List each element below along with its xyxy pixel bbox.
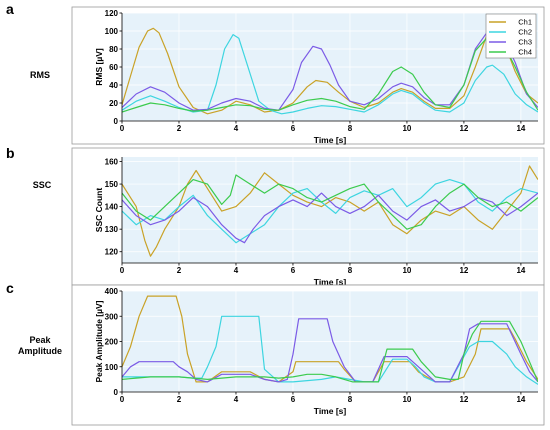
x-tick-label: 0 (120, 266, 125, 275)
series-line-ch3 (122, 30, 538, 111)
x-tick-label: 2 (177, 395, 182, 404)
y-tick-label: 120 (105, 9, 119, 18)
x-tick-label: 8 (348, 395, 353, 404)
series-line-ch1 (122, 27, 538, 115)
side-label-line: Amplitude (18, 346, 62, 356)
series-group (122, 165, 538, 257)
series-group (122, 295, 538, 385)
side-label-line: SSC (33, 180, 52, 190)
x-tick-label: 12 (459, 395, 468, 404)
y-tick-label: 150 (105, 180, 119, 189)
y-tick-label: 140 (105, 203, 119, 212)
legend-label-ch2: Ch2 (518, 28, 532, 37)
x-tick-label: 10 (402, 266, 411, 275)
side-label-line: Peak (29, 335, 51, 345)
side-label: RMS (30, 70, 50, 80)
y-tick-label: 130 (105, 225, 119, 234)
series-line-ch2 (122, 315, 538, 385)
y-axis-label: SSC Count (94, 188, 104, 233)
x-tick-label: 4 (234, 395, 239, 404)
y-tick-label: 160 (105, 158, 119, 167)
side-label: SSC (33, 180, 52, 190)
x-tick-label: 6 (291, 395, 296, 404)
x-tick-label: 12 (459, 124, 468, 133)
x-tick-label: 2 (177, 124, 182, 133)
series-line-ch4 (122, 320, 538, 383)
x-tick-label: 0 (120, 395, 125, 404)
x-axis-label: Time [s] (314, 277, 347, 287)
y-tick-label: 0 (114, 388, 119, 397)
y-axis-label: Peak Amplitude [µV] (94, 300, 104, 382)
panel-letter: b (6, 145, 15, 161)
series-line-ch1 (122, 165, 538, 257)
x-tick-label: 14 (516, 395, 525, 404)
panel-a: a RMS 0 2 4 6 8 10 12 14 0 20 40 60 80 100 120 Time [s] RM… (6, 1, 545, 145)
x-tick-label: 8 (348, 266, 353, 275)
y-tick-label: 40 (109, 81, 118, 90)
panel-c: c Peak Amplitude 0 2 4 6 8 10 12 14 0 100 200 300 400 Ti… (6, 280, 545, 426)
y-tick-label: 120 (105, 248, 119, 257)
plot-area (122, 157, 538, 263)
panel-letter: c (6, 280, 14, 296)
legend-label-ch1: Ch1 (518, 18, 532, 27)
legend-label-ch4: Ch4 (518, 48, 532, 57)
x-tick-label: 8 (348, 124, 353, 133)
x-tick-label: 12 (459, 266, 468, 275)
panel-letter: a (6, 1, 14, 17)
x-tick-label: 6 (291, 266, 296, 275)
y-tick-label: 0 (114, 117, 119, 126)
x-tick-label: 10 (402, 395, 411, 404)
legend-label-ch3: Ch3 (518, 38, 532, 47)
series-line-ch4 (122, 174, 538, 230)
y-tick-label: 200 (105, 338, 119, 347)
x-axis-label: Time [s] (314, 406, 347, 416)
y-tick-label: 100 (105, 363, 119, 372)
side-label-line: RMS (30, 70, 50, 80)
y-tick-label: 80 (109, 45, 118, 54)
y-tick-label: 60 (109, 63, 118, 72)
panel-b: b SSC 0 2 4 6 8 10 12 14 120 130 140 150 160 Time [s] SS… (6, 145, 545, 287)
x-tick-label: 14 (516, 266, 525, 275)
y-tick-label: 100 (105, 27, 119, 36)
y-tick-label: 20 (109, 99, 118, 108)
y-tick-label: 400 (105, 287, 119, 296)
series-line-ch1 (122, 295, 538, 383)
x-tick-label: 0 (120, 124, 125, 133)
x-tick-label: 6 (291, 124, 296, 133)
series-line-ch3 (122, 318, 538, 383)
x-tick-label: 4 (234, 124, 239, 133)
series-line-ch3 (122, 192, 538, 244)
y-tick-label: 300 (105, 312, 119, 321)
series-group (122, 27, 538, 115)
x-axis-label: Time [s] (314, 135, 347, 145)
y-axis-label: RMS [µV] (94, 48, 104, 86)
series-line-ch4 (122, 37, 538, 113)
x-tick-label: 14 (516, 124, 525, 133)
x-tick-label: 4 (234, 266, 239, 275)
x-tick-label: 2 (177, 266, 182, 275)
x-tick-label: 10 (402, 124, 411, 133)
side-label: Peak Amplitude (18, 335, 62, 356)
